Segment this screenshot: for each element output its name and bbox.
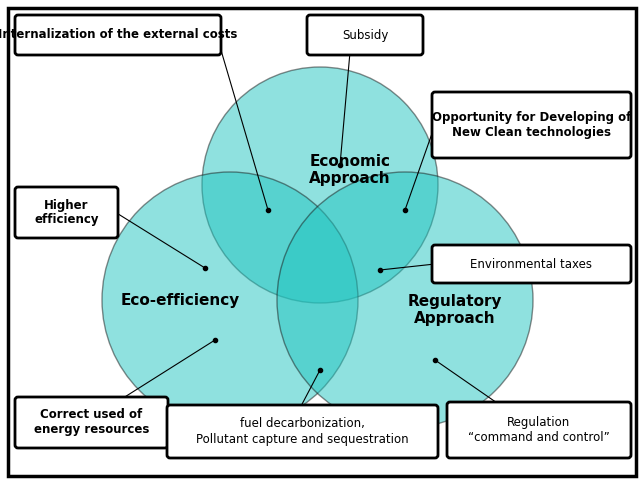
FancyBboxPatch shape [15,15,221,55]
Text: Subsidy: Subsidy [342,29,388,41]
FancyBboxPatch shape [15,187,118,238]
FancyBboxPatch shape [167,405,438,458]
FancyBboxPatch shape [432,92,631,158]
Circle shape [277,172,533,428]
Text: Internalization of the external costs: Internalization of the external costs [0,29,238,41]
Text: Eco-efficiency: Eco-efficiency [120,293,240,308]
Text: fuel decarbonization,
Pollutant capture and sequestration: fuel decarbonization, Pollutant capture … [196,418,409,445]
FancyBboxPatch shape [447,402,631,458]
FancyBboxPatch shape [307,15,423,55]
Text: Regulatory
Approach: Regulatory Approach [408,294,502,326]
Text: Correct used of
energy resources: Correct used of energy resources [34,408,149,436]
Text: Economic
Approach: Economic Approach [309,154,391,186]
Text: Higher
efficiency: Higher efficiency [34,198,99,226]
FancyBboxPatch shape [432,245,631,283]
FancyBboxPatch shape [15,397,168,448]
Text: Opportunity for Developing of
New Clean technologies: Opportunity for Developing of New Clean … [432,111,631,139]
Text: Regulation
“command and control”: Regulation “command and control” [468,416,610,444]
Text: Environmental taxes: Environmental taxes [471,257,592,271]
Circle shape [202,67,438,303]
Circle shape [102,172,358,428]
